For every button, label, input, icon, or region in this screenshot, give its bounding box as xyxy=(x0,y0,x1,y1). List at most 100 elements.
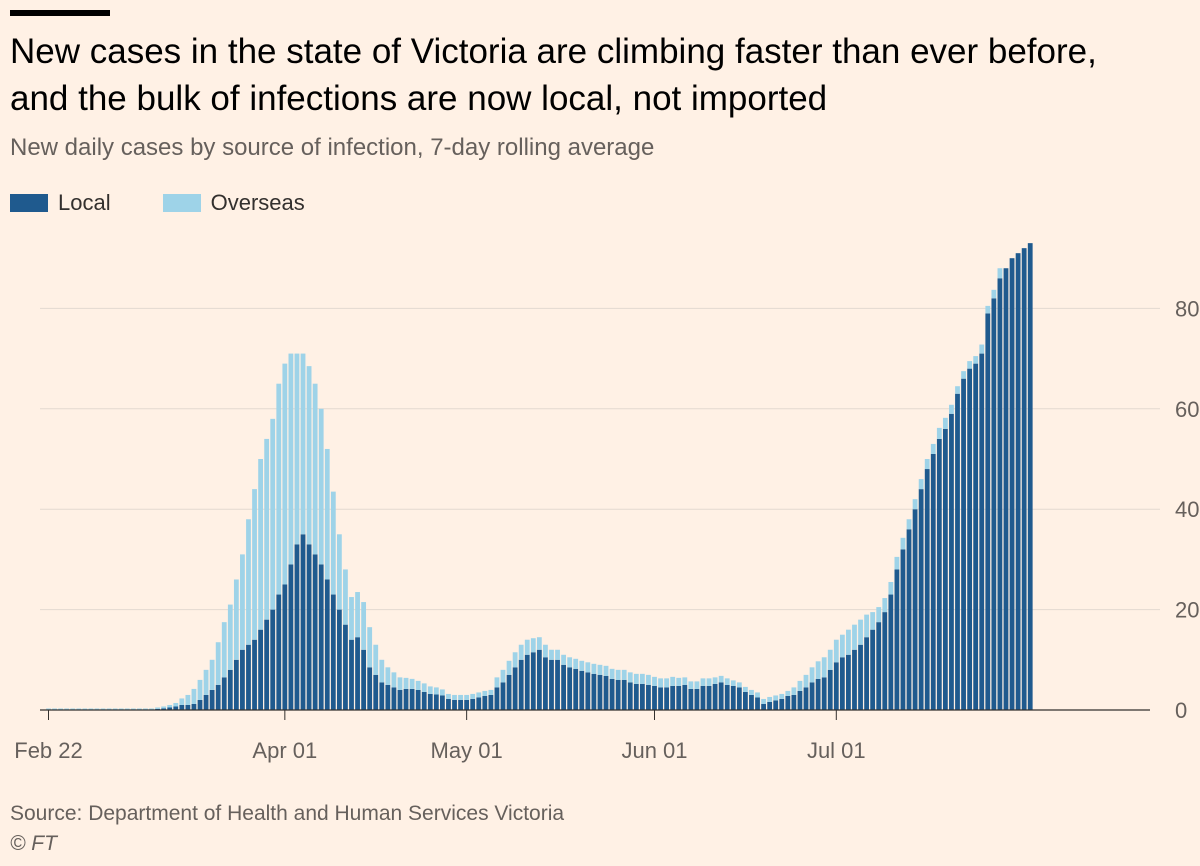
bar-overseas xyxy=(724,678,730,685)
bar-local xyxy=(464,699,470,710)
bar-overseas xyxy=(246,519,251,645)
bar-local xyxy=(749,694,754,710)
bar-overseas xyxy=(143,708,148,710)
x-tick-label: Feb 22 xyxy=(14,738,83,763)
bar-local xyxy=(694,688,700,710)
bar-overseas xyxy=(440,689,445,696)
bar-overseas xyxy=(912,499,918,510)
bar-local xyxy=(494,687,500,710)
bar-local xyxy=(336,609,342,710)
bar-local xyxy=(440,695,445,710)
bar-overseas xyxy=(209,659,215,690)
bar-local xyxy=(712,683,718,710)
bar-overseas xyxy=(779,693,785,699)
bar-overseas xyxy=(446,693,451,699)
bar-local xyxy=(530,652,536,710)
bar-local xyxy=(161,708,167,710)
bar-local xyxy=(373,674,379,710)
bar-overseas xyxy=(306,366,312,545)
bar-overseas xyxy=(591,663,597,674)
bar-local xyxy=(452,699,457,710)
bar-overseas xyxy=(736,682,742,688)
bar-overseas xyxy=(846,629,851,655)
bar-local xyxy=(294,544,300,710)
bar-overseas xyxy=(700,678,706,686)
bar-local xyxy=(518,659,524,710)
bar-local xyxy=(240,649,245,710)
bar-overseas xyxy=(185,694,191,705)
bar-overseas xyxy=(367,627,373,668)
bar-overseas xyxy=(621,669,627,680)
bar-overseas xyxy=(355,592,360,638)
bar-overseas xyxy=(112,708,118,710)
bar-local xyxy=(700,685,706,710)
bar-local xyxy=(724,684,730,710)
y-tick-label: 20 xyxy=(1175,598,1199,623)
bar-overseas xyxy=(46,708,51,710)
bar-local xyxy=(688,688,694,710)
bar-overseas xyxy=(52,708,57,710)
bar-overseas xyxy=(755,692,760,698)
bar-overseas xyxy=(682,677,688,685)
bar-local xyxy=(730,685,736,710)
bar-overseas xyxy=(646,674,651,685)
bar-local xyxy=(476,697,482,710)
bar-overseas xyxy=(573,658,579,669)
bar-overseas xyxy=(870,612,876,630)
bar-local xyxy=(227,669,233,710)
bar-local xyxy=(433,694,439,710)
bar-local xyxy=(427,693,433,710)
bar-overseas xyxy=(694,681,700,689)
bar-local xyxy=(791,694,797,710)
bar-local xyxy=(736,687,742,710)
bar-local xyxy=(306,544,312,710)
bar-overseas xyxy=(482,690,488,696)
bar-local xyxy=(627,682,633,710)
bar-overseas xyxy=(58,708,64,710)
bar-overseas xyxy=(336,534,342,610)
bar-local xyxy=(488,694,494,710)
bar-overseas xyxy=(761,698,766,704)
bar-local xyxy=(330,594,336,710)
bar-local xyxy=(676,685,682,710)
bar-overseas xyxy=(94,708,100,710)
bar-local xyxy=(524,654,530,710)
bar-local xyxy=(276,594,282,710)
bar-local xyxy=(512,667,518,710)
bar-local xyxy=(949,413,954,710)
bar-local xyxy=(894,569,900,710)
bar-overseas xyxy=(415,680,421,690)
legend-item-local: Local xyxy=(10,190,111,216)
bar-overseas xyxy=(124,708,130,710)
bar-overseas xyxy=(203,669,209,695)
bar-local xyxy=(924,469,930,710)
bar-overseas xyxy=(221,622,227,678)
bar-overseas xyxy=(252,489,257,640)
bar-overseas xyxy=(409,678,415,689)
bar-local xyxy=(839,657,845,710)
bar-local xyxy=(397,689,403,710)
bar-local xyxy=(391,687,397,710)
copyright-note: © FT xyxy=(10,832,57,855)
bar-overseas xyxy=(433,687,439,695)
bar-overseas xyxy=(100,708,106,710)
bar-local xyxy=(252,639,257,710)
bar-overseas xyxy=(536,637,542,650)
bar-local xyxy=(233,659,239,710)
bar-overseas xyxy=(882,598,888,613)
bar-overseas xyxy=(609,668,615,679)
bar-overseas xyxy=(318,408,324,565)
bar-overseas xyxy=(349,597,354,640)
bar-local xyxy=(621,679,627,710)
bar-local xyxy=(930,453,936,710)
legend-swatch-overseas xyxy=(162,194,201,212)
bar-local xyxy=(967,368,973,710)
bar-overseas xyxy=(973,356,979,364)
bar-overseas xyxy=(155,707,160,709)
bar-local xyxy=(215,684,221,710)
bar-overseas xyxy=(403,677,409,689)
bar-local xyxy=(615,679,621,710)
bar-overseas xyxy=(379,659,385,683)
bar-local xyxy=(1009,258,1015,710)
bar-overseas xyxy=(530,638,536,653)
